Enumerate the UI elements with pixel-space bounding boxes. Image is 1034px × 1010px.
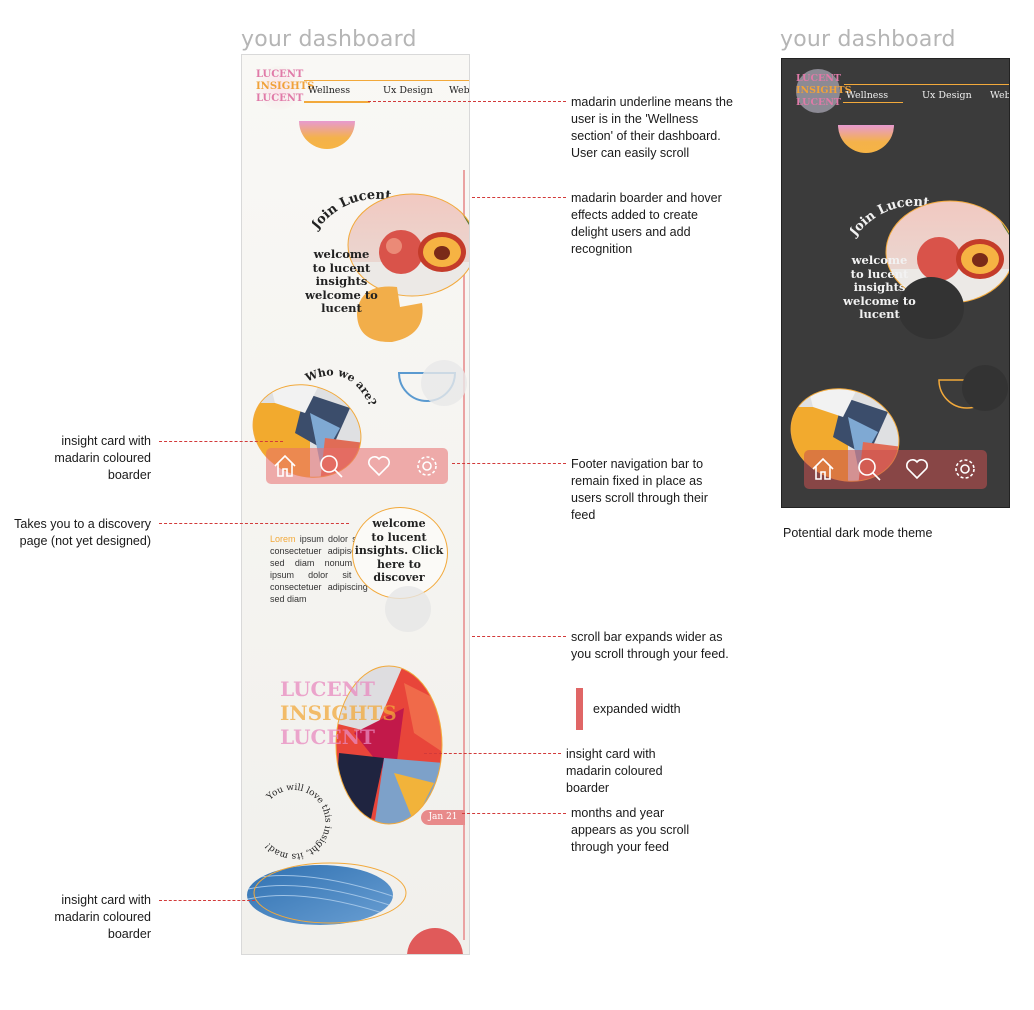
welcome-line: welcome [313, 247, 370, 261]
annotation-line-insight-card-3 [159, 900, 255, 901]
annotation-line-insight-card-1 [159, 441, 283, 442]
welcome-line: welcome [851, 253, 908, 267]
search-icon[interactable] [856, 456, 882, 482]
peach-insight-image[interactable] [346, 190, 470, 300]
lucent-logo-watermark: LUCENT INSIGHTS LUCENT [280, 677, 397, 749]
annotation-months: months and year appears as you scroll th… [571, 806, 690, 854]
tab-wellness[interactable]: Wellness [308, 85, 351, 96]
welcome-text: welcome to lucent insights welcome to lu… [832, 253, 927, 322]
grey-circle [385, 586, 431, 632]
blue-insight-card[interactable] [244, 860, 409, 930]
dark-circle [962, 365, 1008, 411]
annotation-line-footer [452, 463, 566, 464]
welcome-line: to lucent [850, 266, 909, 281]
welcome-line: to lucent [312, 260, 371, 275]
logo-line-2: INSIGHTS [796, 85, 852, 96]
annotation-line-scrollbar [472, 636, 566, 637]
annotation-dark-mode: Potential dark mode theme [783, 526, 933, 540]
dashboard-heading-dark: your dashboard [780, 27, 956, 52]
lorem-text-block: Lorem ipsum dolor sit amet, consectetuer… [270, 533, 388, 605]
home-icon[interactable] [272, 453, 298, 479]
watermark-line: LUCENT [280, 677, 375, 701]
discover-line: discover [373, 571, 425, 584]
annotation-underline: madarin underline means the user is in t… [571, 95, 733, 160]
heart-icon[interactable] [904, 456, 930, 482]
tab-web[interactable]: Web [990, 90, 1010, 101]
dark-dashboard-mockup: LUCENT INSIGHTS LUCENT Wellness Ux Desig… [781, 58, 1010, 508]
lucent-logo: LUCENT INSIGHTS LUCENT [256, 65, 315, 111]
expanded-scrollbar-sample [576, 688, 583, 730]
annotation-line-border [472, 197, 566, 198]
light-dashboard-mockup: LUCENT INSIGHTS LUCENT Wellness Ux Desig… [241, 54, 470, 955]
footer-navigation-bar [804, 450, 987, 489]
watermark-line: LUCENT [280, 725, 375, 749]
settings-icon[interactable] [414, 453, 440, 479]
grey-circle [421, 360, 467, 406]
annotation-line-insight-card-2 [424, 753, 561, 754]
annotation-line-discovery [159, 523, 349, 524]
scroll-bar-track[interactable] [463, 170, 465, 940]
tab-ux-design[interactable]: Ux Design [383, 85, 433, 96]
discover-line: here to [376, 557, 422, 571]
watermark-line: INSIGHTS [280, 701, 397, 725]
annotation-scrollbar: scroll bar expands wider as you scroll t… [571, 630, 729, 661]
svg-text:You will love this insight, it: You will love this insight, its mad! [264, 783, 333, 860]
tab-wellness[interactable]: Wellness [846, 90, 889, 101]
tab-web[interactable]: Web [449, 85, 470, 96]
annotation-insight-card-3: insight card with madarin coloured board… [54, 893, 151, 941]
mandarin-blob [357, 286, 423, 343]
date-chip: Jan 21 [421, 810, 465, 825]
discover-line: insights. Click [354, 544, 444, 557]
annotation-discovery: Takes you to a discovery page (not yet d… [14, 517, 151, 548]
logo-line-3: LUCENT [796, 97, 841, 108]
coral-circle [407, 928, 463, 954]
tab-track-line [304, 80, 469, 81]
annotation-expanded-width: expanded width [593, 702, 681, 716]
gradient-semicircle [838, 125, 894, 153]
tab-ux-design[interactable]: Ux Design [922, 90, 972, 101]
welcome-line: lucent [859, 307, 900, 321]
you-will-love-label: You will love this insight, its mad! [264, 783, 333, 860]
lucent-logo: LUCENT INSIGHTS LUCENT [796, 69, 852, 113]
welcome-line: insights [315, 274, 368, 288]
footer-navigation-bar [266, 448, 448, 484]
dashboard-heading-light: your dashboard [241, 27, 417, 52]
active-tab-underline [843, 102, 903, 103]
tab-track-line [844, 84, 1009, 85]
welcome-line: welcome to [305, 287, 378, 302]
active-tab-underline [304, 101, 370, 103]
heart-icon[interactable] [366, 453, 392, 479]
logo-line-2: INSIGHTS [256, 81, 315, 92]
annotation-insight-card-2: insight card with madarin coloured board… [566, 747, 663, 795]
discover-button[interactable] [352, 507, 448, 599]
annotation-insight-card-1: insight card with madarin coloured board… [54, 434, 151, 482]
welcome-line: welcome to [843, 293, 916, 308]
annotation-footer: Footer navigation bar to remain fixed in… [571, 457, 708, 522]
welcome-line: lucent [321, 301, 362, 315]
settings-icon[interactable] [952, 456, 978, 482]
annotation-line-underline [368, 101, 566, 102]
annotation-border: madarin boarder and hover effects added … [571, 191, 722, 256]
discover-line: welcome [372, 517, 426, 530]
home-icon[interactable] [810, 456, 836, 482]
annotation-line-months [462, 813, 566, 814]
welcome-line: insights [853, 280, 906, 294]
discover-line: to lucent [371, 530, 427, 544]
welcome-text: welcome to lucent insights welcome to lu… [294, 247, 389, 316]
logo-line-1: LUCENT [256, 69, 304, 80]
dark-blob [898, 277, 964, 339]
search-icon[interactable] [318, 453, 344, 479]
gradient-semicircle [299, 121, 355, 149]
logo-line-1: LUCENT [796, 73, 841, 84]
logo-line-3: LUCENT [256, 93, 304, 104]
lorem-highlight: Lorem [270, 534, 296, 544]
lorem-body: ipsum dolor sit amet, consectetuer adipi… [270, 534, 388, 604]
discover-text: welcome to lucent insights. Click here t… [350, 517, 448, 585]
